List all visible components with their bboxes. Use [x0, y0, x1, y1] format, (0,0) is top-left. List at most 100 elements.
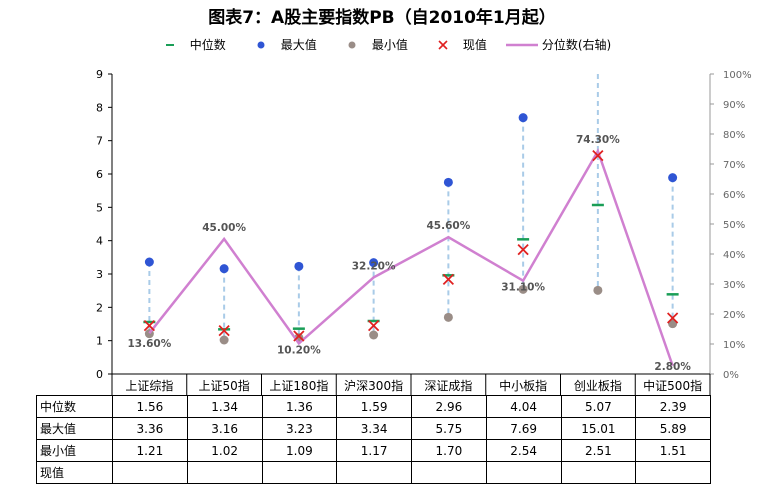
- x-tick-label: 上证180指: [269, 378, 328, 393]
- current-point: [442, 273, 455, 285]
- legend-label: 最大值: [280, 38, 317, 52]
- y-right-tick-label: 90%: [723, 100, 745, 111]
- table-cell: 1.21: [112, 439, 188, 462]
- table-cell: 5.75: [411, 417, 487, 440]
- percentile-label: 45.00%: [202, 222, 246, 234]
- percentile-label: 10.20%: [277, 344, 321, 356]
- min-point: [443, 312, 453, 322]
- table-cell: 1.09: [261, 439, 338, 462]
- max-point: [668, 173, 678, 183]
- y-right-tick-label: 20%: [723, 310, 745, 321]
- max-point: [144, 257, 154, 267]
- y-left-tick-label: 0: [96, 368, 103, 381]
- row-label: 最大值: [36, 417, 113, 440]
- max-point: [294, 261, 304, 271]
- table-cell: 1.36: [261, 395, 338, 418]
- legend-label: 最小值: [371, 38, 408, 52]
- data-table: 中位数 1.56 1.34 1.36 1.59 2.96 4.04 5.07 2.39 最大值 3.…: [36, 374, 711, 484]
- x-tick-label: 沪深300指: [344, 378, 403, 393]
- row-label: 最小值: [36, 439, 113, 462]
- min-point: [369, 330, 379, 340]
- current-point: [293, 330, 305, 342]
- table-cell: 7.69: [485, 417, 562, 440]
- table-cell: 3.23: [261, 417, 338, 440]
- pb-chart: 01234567890%10%20%30%40%50%60%70%80%90%1…: [96, 68, 752, 395]
- table-cell: 2.39: [635, 395, 711, 418]
- legend-label: 中位数: [189, 38, 226, 52]
- percentile-label: 31.10%: [501, 282, 545, 294]
- legend-item: 最小值: [335, 36, 408, 53]
- y-left-tick-label: 5: [96, 201, 103, 214]
- legend-label: 分位数(右轴): [541, 38, 612, 52]
- max-point: [518, 113, 528, 123]
- current-point: [218, 325, 230, 337]
- table-cell: 4.04: [485, 395, 562, 418]
- y-left-tick-label: 4: [96, 235, 103, 248]
- current-point: [143, 320, 156, 332]
- table-cell: 1.70: [411, 439, 487, 462]
- y-right-tick-label: 10%: [723, 340, 745, 351]
- legend-symbol: [426, 39, 460, 51]
- table-row: 最大值 3.36 3.16 3.23 3.34 5.75 7.69 15.01 5.89: [36, 417, 711, 440]
- y-left-tick-label: 2: [96, 301, 103, 314]
- y-right-tick-label: 60%: [723, 190, 745, 201]
- percentile-line: [148, 148, 674, 367]
- y-right-tick-label: 70%: [723, 160, 745, 171]
- legend-item: 分位数(右轴): [505, 36, 611, 53]
- y-left-tick-label: 7: [96, 135, 103, 148]
- percentile-label: 32.20%: [352, 260, 396, 272]
- table-cell: 5.89: [635, 417, 711, 440]
- x-tick-label: 上证综指: [125, 378, 173, 393]
- legend-label: 现值: [462, 38, 487, 52]
- min-point: [219, 335, 229, 345]
- y-left-tick-label: 3: [96, 268, 103, 281]
- legend-symbol: [244, 39, 278, 51]
- table-header-row: [37, 374, 711, 396]
- legend-item: 中位数: [153, 36, 226, 53]
- x-tick-label: 中小板指: [499, 378, 547, 393]
- row-label: 中位数: [36, 395, 113, 418]
- percentile-label: 45.60%: [427, 220, 471, 232]
- legend-symbol: [505, 39, 539, 51]
- table-cell: 3.16: [186, 417, 263, 440]
- x-tick-label: 中证500指: [643, 378, 702, 393]
- current-point: [592, 150, 604, 162]
- legend-symbol: [335, 39, 369, 51]
- table-cell: 2.54: [485, 439, 562, 462]
- table-cell: 1.51: [635, 439, 711, 462]
- y-right-tick-label: 30%: [723, 280, 745, 291]
- y-right-tick-label: 40%: [723, 250, 745, 261]
- current-point: [367, 320, 380, 332]
- table-cell: 1.34: [186, 395, 263, 418]
- x-tick-label: 深证成指: [424, 378, 472, 393]
- legend: 中位数 最大值 最小值 现值 分位数(右轴): [0, 36, 764, 54]
- y-right-tick-label: 80%: [723, 130, 745, 141]
- x-tick-label: 上证50指: [198, 378, 249, 393]
- min-point: [518, 284, 528, 294]
- table-cell: 1.02: [186, 439, 263, 462]
- y-left-tick-label: 8: [96, 101, 103, 114]
- table-cell: 1.56: [112, 395, 188, 418]
- table-cell: 5.07: [560, 395, 637, 418]
- x-tick-label: 创业板指: [574, 378, 622, 393]
- table-cell: 2.51: [560, 439, 637, 462]
- y-left-tick-label: 9: [96, 68, 103, 81]
- y-left-tick-label: 1: [96, 335, 103, 348]
- max-point: [369, 258, 379, 268]
- percentile-label: 2.80%: [654, 361, 691, 373]
- percentile-label: 13.60%: [128, 338, 172, 350]
- table-cell: 3.34: [336, 417, 412, 440]
- table-cell: 3.36: [112, 417, 188, 440]
- table-row: 中位数 1.56 1.34 1.36 1.59 2.96 4.04 5.07 2.39: [36, 395, 711, 418]
- current-point: [517, 244, 529, 256]
- table-cell: 15.01: [560, 417, 637, 440]
- table-cell: 1.17: [336, 439, 412, 462]
- percentile-label: 74.30%: [576, 134, 620, 146]
- table-cell: 2.96: [411, 395, 487, 418]
- legend-symbol: [153, 39, 187, 51]
- chart-title: 图表7：A股主要指数PB（自2010年1月起）: [208, 8, 556, 28]
- y-right-tick-label: 0%: [723, 370, 739, 381]
- max-point: [443, 177, 453, 187]
- max-point: [219, 264, 229, 274]
- legend-item: 现值: [426, 36, 487, 53]
